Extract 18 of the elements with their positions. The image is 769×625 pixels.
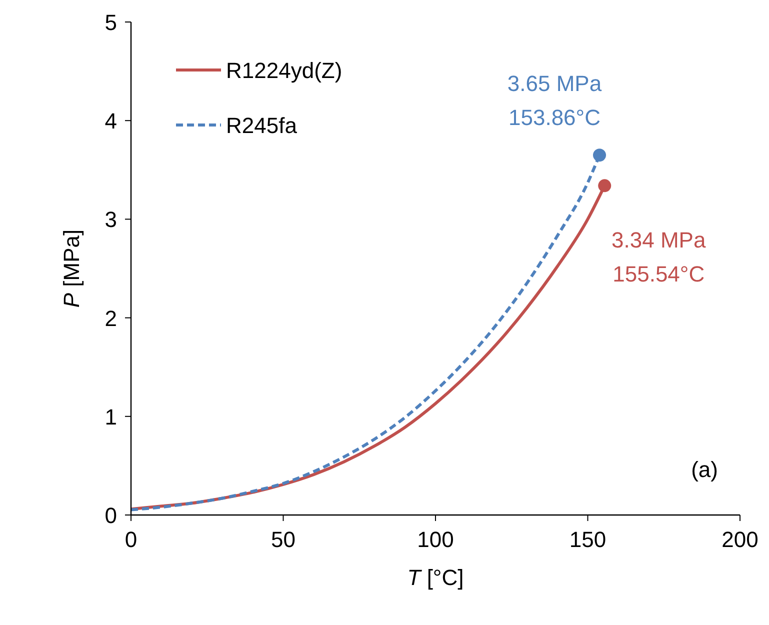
y-tick-label: 5 — [104, 10, 117, 35]
x-tick-label: 200 — [722, 527, 758, 552]
legend-label: R1224yd(Z) — [226, 58, 342, 83]
legend-label: R245fa — [226, 113, 298, 138]
x-tick-label: 150 — [569, 527, 606, 552]
x-axis-title: T [°C] — [407, 565, 464, 590]
y-tick-label: 0 — [104, 503, 117, 528]
y-tick-label: 2 — [104, 306, 117, 331]
annotation: 3.65 MPa 153.86°C — [507, 71, 602, 130]
x-tick-label: 50 — [271, 527, 296, 552]
y-tick-label: 1 — [104, 404, 117, 430]
annotation: 3.34 MPa 155.54°C — [612, 228, 706, 287]
y-axis-title: P [MPa] — [59, 229, 84, 308]
y-tick-label: 4 — [104, 108, 117, 134]
annotation: (a) — [691, 457, 718, 482]
x-tick-label: 100 — [417, 527, 454, 552]
x-tick-label: 0 — [124, 527, 138, 552]
y-tick-label: 3 — [104, 207, 117, 232]
